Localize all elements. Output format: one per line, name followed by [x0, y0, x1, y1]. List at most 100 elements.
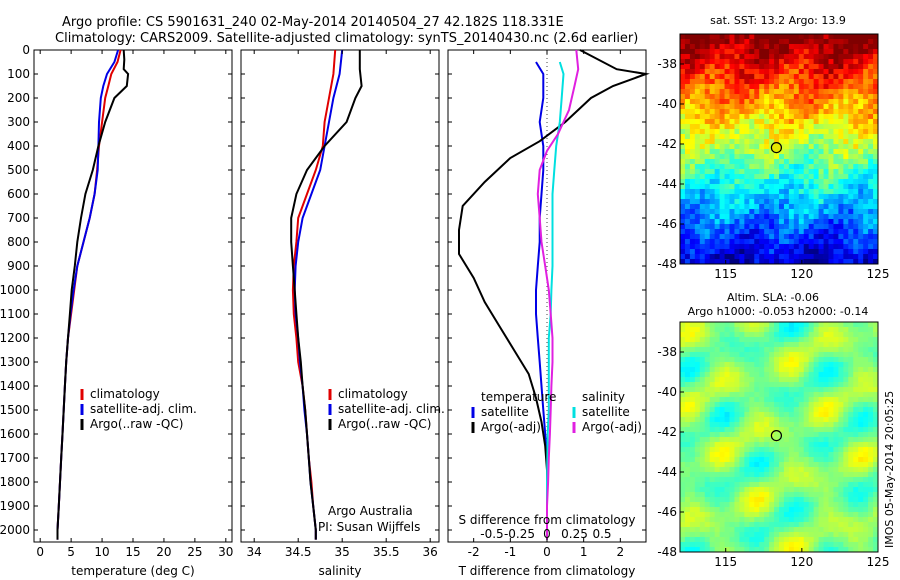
map-cell — [694, 402, 701, 408]
map-cell — [754, 542, 760, 548]
map-cell — [744, 144, 750, 150]
map-cell — [734, 129, 740, 135]
map-cell — [803, 114, 810, 120]
map-cell — [779, 492, 785, 498]
map-cell — [833, 447, 839, 453]
map-cell — [694, 322, 701, 328]
map-cell — [798, 159, 805, 165]
map-cell — [694, 412, 701, 418]
map-cell — [823, 84, 829, 90]
map-cell — [818, 199, 824, 205]
map-cell — [793, 347, 800, 353]
map-cell — [779, 169, 785, 175]
map-cell — [838, 387, 844, 393]
map-cell — [868, 377, 874, 383]
map-cell — [858, 447, 864, 453]
map-cell — [863, 347, 869, 353]
map-cell — [739, 149, 745, 155]
map-cell — [873, 194, 879, 200]
map-cell — [823, 437, 829, 443]
map-cell — [788, 512, 795, 518]
map-cell — [754, 114, 760, 120]
map-cell — [749, 249, 755, 255]
map-cell — [818, 467, 824, 473]
x-tick-label: 5 — [67, 545, 75, 559]
map-cell — [793, 417, 800, 423]
map-cell — [783, 259, 790, 265]
map-cell — [818, 472, 824, 478]
map-cell — [843, 119, 849, 125]
map-cell — [724, 39, 730, 45]
map-cell — [803, 109, 810, 115]
map-cell — [863, 209, 869, 215]
map-cell — [774, 477, 780, 483]
map-cell — [833, 189, 839, 195]
map-cell — [783, 362, 790, 368]
map-cell — [754, 382, 760, 388]
y-tick-label: 1200 — [0, 331, 30, 345]
map-cell — [734, 144, 740, 150]
map-cell — [828, 347, 834, 353]
map-cell — [823, 249, 829, 255]
map-cell — [734, 89, 740, 95]
map-cell — [793, 199, 800, 205]
map-cell — [788, 442, 795, 448]
map-cell — [704, 174, 711, 180]
map-cell — [769, 244, 775, 250]
map-cell — [798, 462, 805, 468]
map-cell — [739, 199, 745, 205]
map-cell — [823, 149, 829, 155]
map-cell — [684, 377, 691, 383]
map-cell — [769, 239, 775, 245]
map-cell — [724, 527, 730, 533]
map-cell — [684, 517, 691, 523]
map-cell — [764, 234, 770, 240]
map-cell — [848, 372, 854, 378]
map-cell — [714, 507, 720, 513]
map-cell — [684, 332, 691, 338]
map-cell — [759, 382, 765, 388]
map-cell — [724, 502, 730, 508]
map-cell — [858, 49, 864, 55]
map-cell — [788, 49, 795, 55]
map-cell — [793, 382, 800, 388]
map-cell — [734, 64, 740, 70]
map-cell — [843, 417, 849, 423]
map-cell — [823, 382, 829, 388]
map-cell — [853, 507, 859, 513]
map-cell — [798, 332, 805, 338]
map-cell — [813, 377, 819, 383]
map-cell — [754, 512, 760, 518]
map-cell — [838, 199, 844, 205]
map-cell — [744, 259, 750, 265]
map-cell — [838, 129, 844, 135]
map-cell — [734, 447, 740, 453]
map-cell — [838, 84, 844, 90]
map-cell — [729, 259, 735, 265]
map-cell — [843, 477, 849, 483]
map-cell — [803, 199, 810, 205]
map-cell — [858, 74, 864, 80]
map-cell — [873, 452, 879, 458]
map-cell — [754, 34, 760, 40]
map-cell — [724, 322, 730, 328]
map-cell — [818, 397, 824, 403]
map-cell — [843, 402, 849, 408]
map-cell — [734, 337, 740, 343]
map-cell — [843, 377, 849, 383]
map-cell — [873, 402, 879, 408]
map-cell — [848, 452, 854, 458]
map-cell — [779, 204, 785, 210]
map-cell — [873, 109, 879, 115]
map-cell — [764, 382, 770, 388]
map-cell — [684, 124, 691, 130]
map-cell — [843, 79, 849, 85]
map-cell — [694, 482, 701, 488]
map-cell — [868, 392, 874, 398]
map-cell — [774, 537, 780, 543]
map-cell — [769, 382, 775, 388]
map-cell — [754, 482, 760, 488]
map-cell — [813, 179, 819, 185]
map-cell — [744, 64, 750, 70]
map-cell — [788, 457, 795, 463]
